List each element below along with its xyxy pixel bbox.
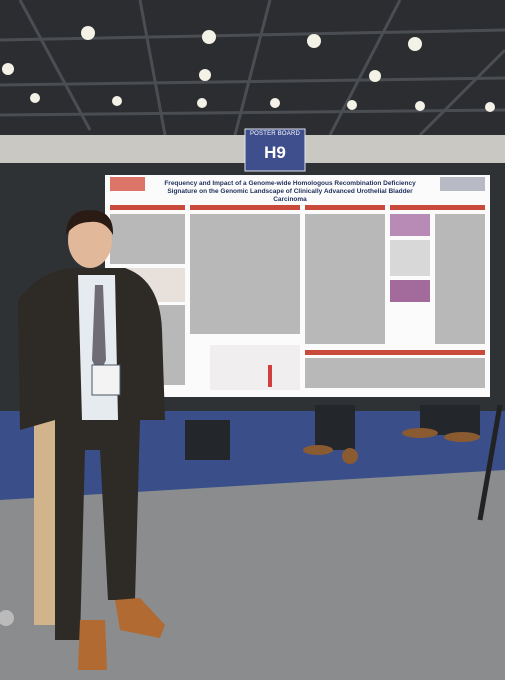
easel-leg (477, 404, 503, 521)
poster-logo (440, 177, 485, 191)
background-shoes (303, 428, 480, 464)
person (18, 210, 165, 670)
background-people (185, 405, 480, 460)
poster-title: Frequency and Impact of a Genome-wide Ho… (164, 180, 416, 203)
ceiling-lights (2, 26, 495, 112)
sign-label: POSTER BOARD (249, 131, 301, 137)
poster-logo (110, 177, 145, 191)
can (0, 610, 14, 626)
sign-number: H9 (264, 143, 286, 162)
poster-tube (34, 410, 56, 625)
poster-text-blocks (110, 214, 485, 388)
board-sign (244, 128, 306, 172)
poster-section-headers (110, 205, 485, 355)
